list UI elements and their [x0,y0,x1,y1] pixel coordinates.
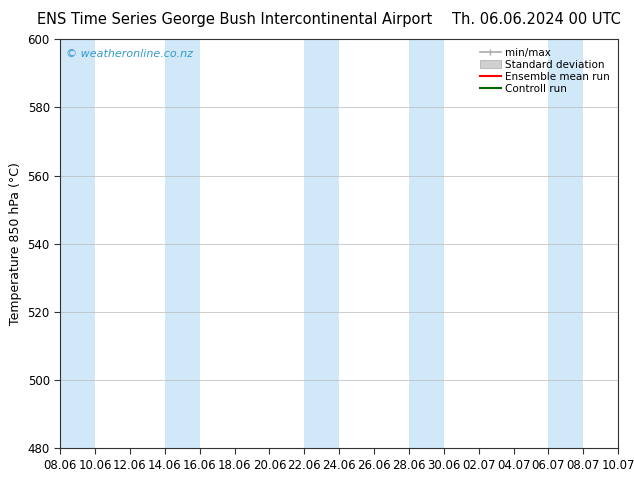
Bar [548,39,583,448]
Text: ENS Time Series George Bush Intercontinental Airport: ENS Time Series George Bush Intercontine… [37,12,432,27]
Y-axis label: Temperature 850 hPa (°C): Temperature 850 hPa (°C) [9,162,22,325]
Bar [304,39,339,448]
Text: © weatheronline.co.nz: © weatheronline.co.nz [66,49,193,59]
Bar [60,39,95,448]
Bar [409,39,444,448]
Text: Th. 06.06.2024 00 UTC: Th. 06.06.2024 00 UTC [453,12,621,27]
Legend: min/max, Standard deviation, Ensemble mean run, Controll run: min/max, Standard deviation, Ensemble me… [477,45,613,97]
Bar [165,39,200,448]
